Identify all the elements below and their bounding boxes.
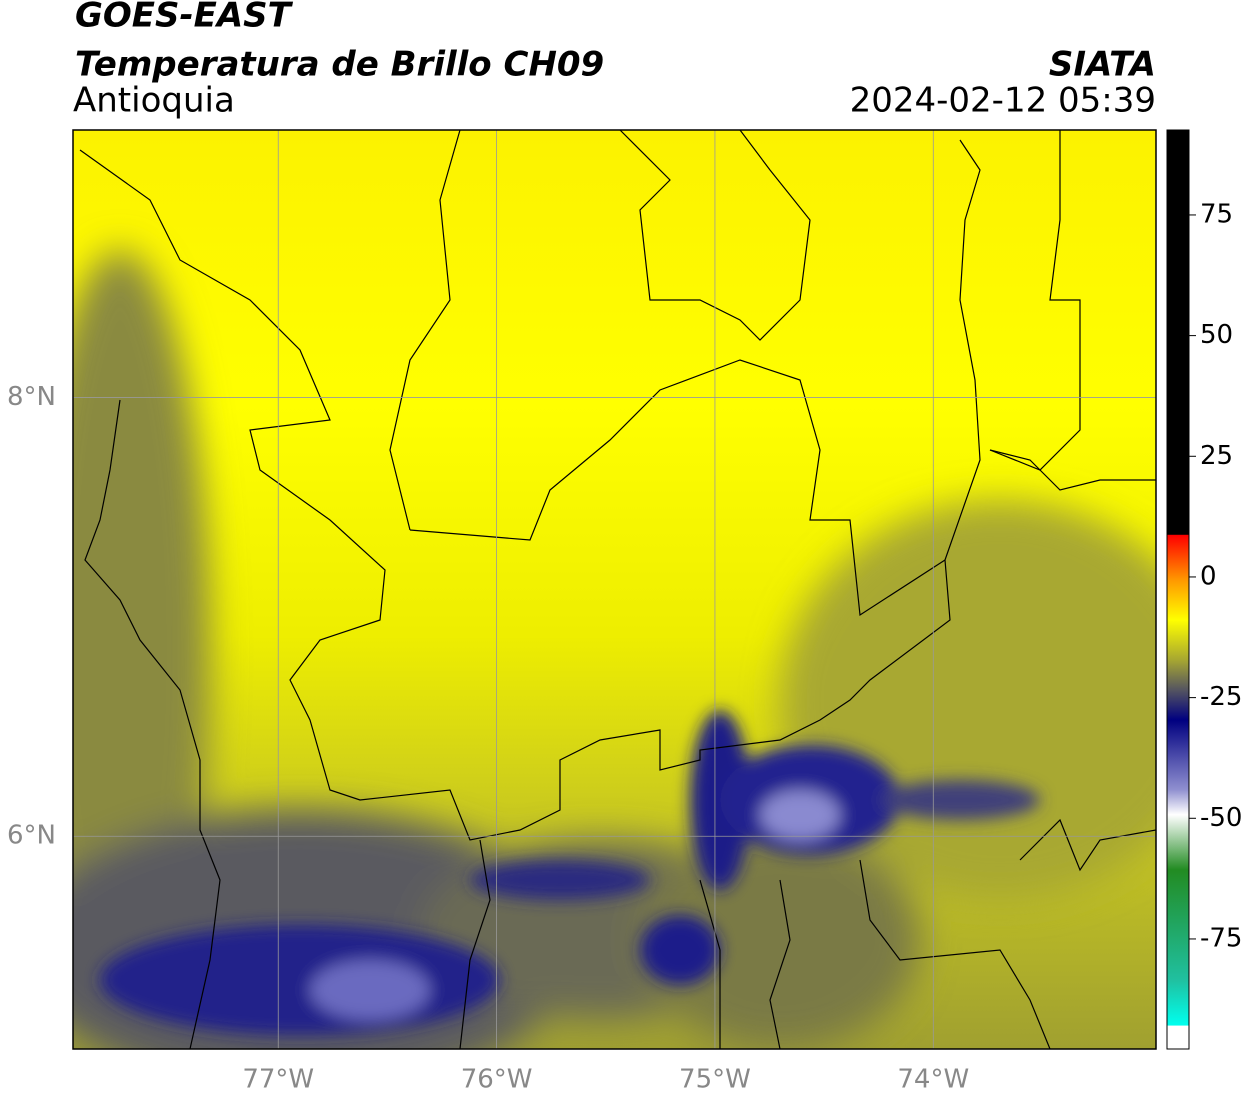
colorbar-tick-label: -75 (1200, 923, 1242, 953)
x-tick-label: 77°W (242, 1065, 314, 1095)
colorbar-tick-label: 25 (1200, 441, 1233, 471)
colorbar-tick-label: 75 (1200, 199, 1233, 229)
grid (73, 130, 1156, 1049)
region: Antioquia (73, 81, 235, 121)
title: GOES-EAST (75, 0, 294, 36)
x-tick-label: 76°W (461, 1065, 533, 1095)
x-tick-label: 74°W (897, 1065, 969, 1095)
timestamp: 2024-02-12 05:39 (850, 81, 1156, 121)
colorbar-tick-label: -50 (1200, 803, 1242, 833)
colorbar-tick-label: 50 (1200, 320, 1233, 350)
y-tick-label: 8°N (7, 382, 56, 412)
subtitle: Temperatura de Brillo CH09 (75, 45, 604, 85)
colorbar-tick-label: -25 (1200, 682, 1242, 712)
source: SIATA (1049, 45, 1156, 85)
y-tick-label: 6°N (7, 821, 56, 851)
colorbar-tick-label: 0 (1200, 561, 1217, 591)
colorbar (1166, 129, 1190, 1050)
map-frame (72, 129, 1157, 1050)
map-imagery (73, 130, 1156, 1049)
x-tick-label: 75°W (679, 1065, 751, 1095)
